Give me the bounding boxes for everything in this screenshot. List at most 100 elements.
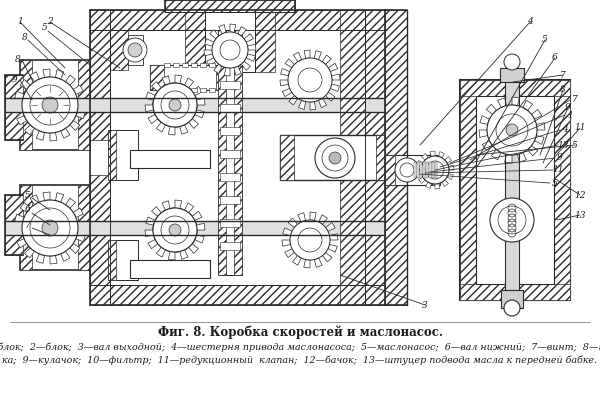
Polygon shape xyxy=(73,208,83,217)
Polygon shape xyxy=(416,160,423,166)
Circle shape xyxy=(42,97,58,113)
Bar xyxy=(220,35,240,43)
Bar xyxy=(218,30,226,275)
Circle shape xyxy=(30,85,70,125)
Circle shape xyxy=(487,105,537,155)
Circle shape xyxy=(496,114,528,146)
Bar xyxy=(78,185,90,270)
Polygon shape xyxy=(145,230,154,237)
Circle shape xyxy=(426,161,444,179)
Bar xyxy=(130,150,142,168)
Circle shape xyxy=(504,54,520,70)
Bar xyxy=(385,155,440,185)
Polygon shape xyxy=(447,174,454,180)
Bar xyxy=(20,60,32,150)
Circle shape xyxy=(169,224,181,236)
Polygon shape xyxy=(326,92,335,101)
Polygon shape xyxy=(523,100,533,110)
Circle shape xyxy=(421,156,449,184)
Polygon shape xyxy=(162,201,170,210)
Polygon shape xyxy=(299,100,306,110)
Polygon shape xyxy=(156,247,166,257)
Polygon shape xyxy=(196,98,205,105)
Text: 1: 1 xyxy=(567,110,573,120)
Polygon shape xyxy=(238,26,246,36)
Bar xyxy=(500,68,524,82)
Bar xyxy=(423,162,425,178)
Polygon shape xyxy=(175,200,182,208)
Polygon shape xyxy=(152,82,161,91)
Polygon shape xyxy=(288,218,298,228)
Polygon shape xyxy=(20,202,30,212)
Bar xyxy=(5,98,385,112)
Bar xyxy=(108,240,138,280)
Polygon shape xyxy=(505,154,512,163)
Polygon shape xyxy=(518,152,526,162)
Bar xyxy=(110,30,128,70)
Polygon shape xyxy=(14,105,23,112)
Polygon shape xyxy=(192,211,202,220)
Polygon shape xyxy=(328,244,337,252)
Bar xyxy=(90,10,110,140)
Polygon shape xyxy=(205,39,214,46)
Bar xyxy=(130,260,142,278)
Bar xyxy=(165,0,295,12)
Polygon shape xyxy=(148,114,158,124)
Bar xyxy=(432,162,434,178)
Polygon shape xyxy=(152,206,161,216)
Bar xyxy=(108,130,138,180)
Polygon shape xyxy=(61,128,70,138)
Bar xyxy=(209,63,215,67)
Polygon shape xyxy=(65,198,76,208)
Polygon shape xyxy=(480,116,490,124)
Polygon shape xyxy=(326,222,335,231)
Polygon shape xyxy=(73,85,83,94)
Polygon shape xyxy=(486,104,496,114)
Polygon shape xyxy=(234,66,241,75)
Polygon shape xyxy=(14,91,24,100)
Circle shape xyxy=(212,32,248,68)
Circle shape xyxy=(506,124,518,136)
Polygon shape xyxy=(442,180,448,186)
Polygon shape xyxy=(77,98,86,105)
Text: 5: 5 xyxy=(42,24,48,32)
Bar xyxy=(420,162,422,178)
Bar xyxy=(20,60,90,150)
Bar xyxy=(205,12,255,72)
Text: 11: 11 xyxy=(574,124,586,132)
Polygon shape xyxy=(61,251,70,261)
Polygon shape xyxy=(445,156,451,163)
Polygon shape xyxy=(30,195,39,205)
Bar xyxy=(216,65,230,90)
Text: Фиг. 8. Коробка скоростей и маслонасос.: Фиг. 8. Коробка скоростей и маслонасос. xyxy=(157,325,443,339)
Polygon shape xyxy=(50,132,57,141)
Polygon shape xyxy=(280,80,289,86)
Text: 12: 12 xyxy=(574,190,586,200)
Polygon shape xyxy=(175,75,182,84)
Circle shape xyxy=(161,216,189,244)
Polygon shape xyxy=(283,228,292,236)
Bar xyxy=(220,104,240,112)
Polygon shape xyxy=(219,25,226,34)
Polygon shape xyxy=(180,125,188,134)
Bar xyxy=(429,162,431,178)
Circle shape xyxy=(288,58,332,102)
Circle shape xyxy=(169,99,181,111)
Polygon shape xyxy=(25,248,34,258)
Bar xyxy=(185,12,205,72)
Polygon shape xyxy=(156,122,166,132)
Polygon shape xyxy=(430,151,435,156)
Bar xyxy=(340,175,365,305)
Circle shape xyxy=(42,220,58,236)
Polygon shape xyxy=(185,78,194,88)
Text: 6: 6 xyxy=(552,54,558,62)
Text: 13: 13 xyxy=(557,140,569,150)
Bar xyxy=(198,150,210,168)
Polygon shape xyxy=(293,256,301,265)
Text: 11: 11 xyxy=(552,166,564,174)
Bar xyxy=(255,12,275,72)
Text: 13: 13 xyxy=(574,210,586,220)
Circle shape xyxy=(395,158,419,182)
Polygon shape xyxy=(145,105,154,112)
Polygon shape xyxy=(319,98,326,108)
